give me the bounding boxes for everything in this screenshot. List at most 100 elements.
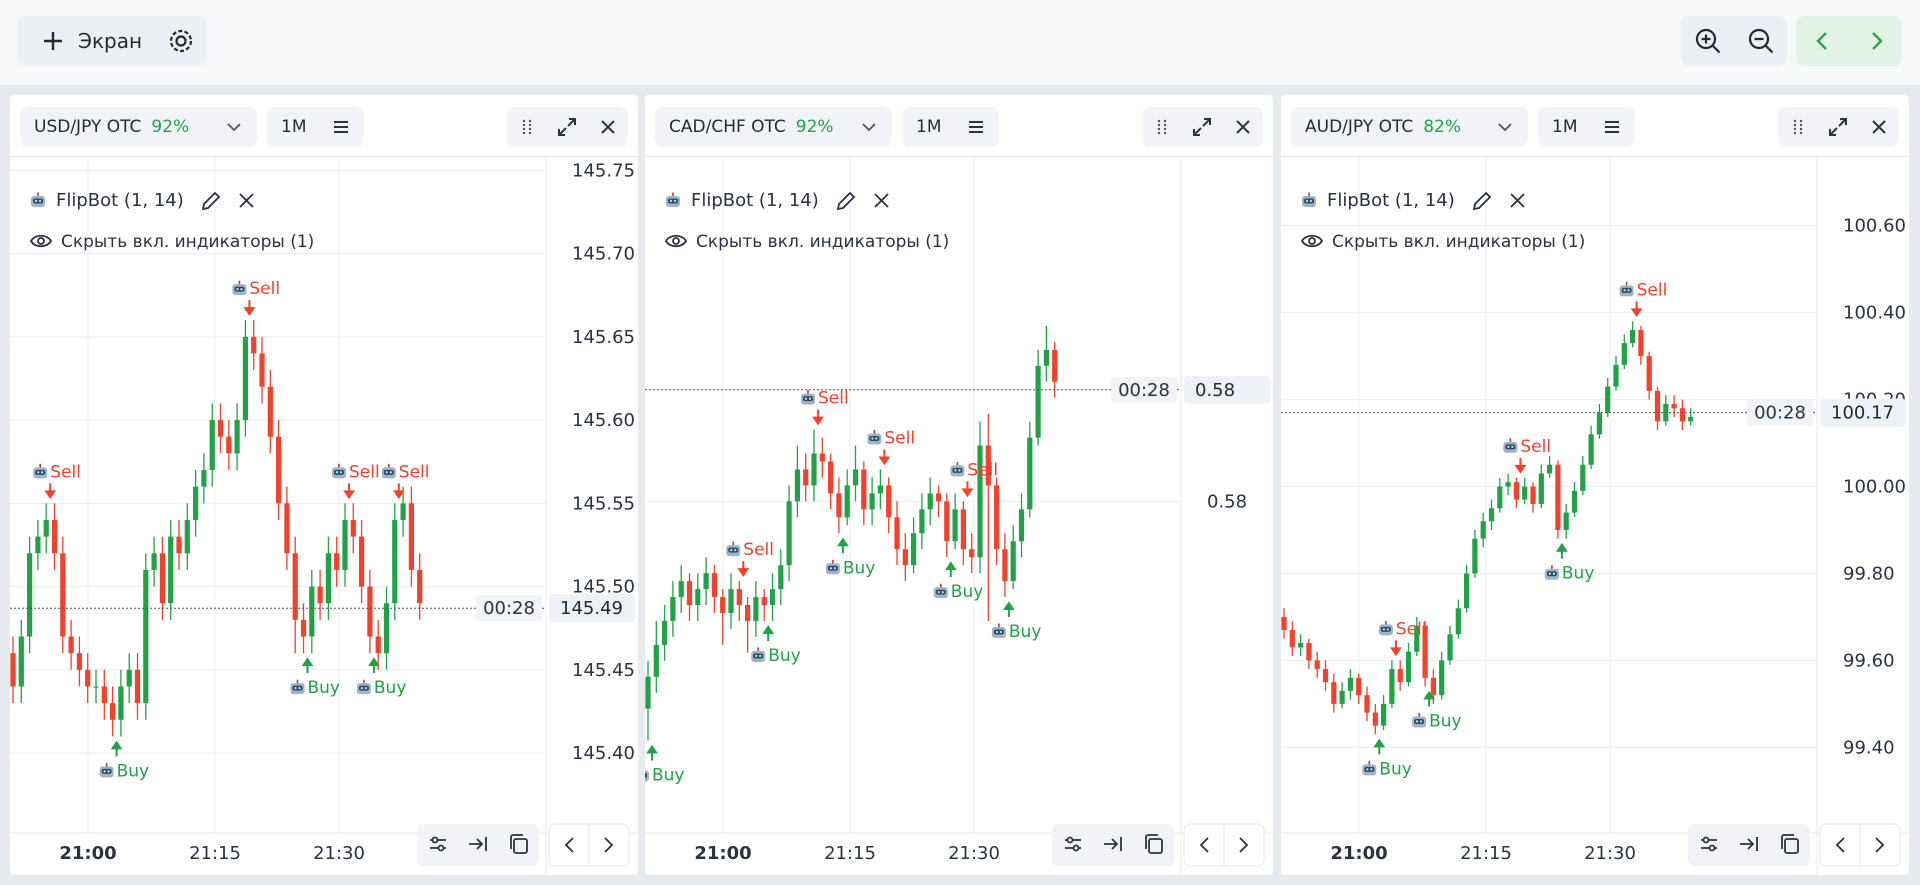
signal-arrow (1003, 601, 1015, 618)
robot-icon (381, 463, 396, 479)
candle-body (1455, 608, 1461, 635)
robot-icon (356, 679, 371, 695)
eye-icon[interactable] (1300, 234, 1324, 248)
pair-select[interactable]: USD/JPY OTC 92% (20, 107, 257, 147)
buy-signal: Buy (1412, 690, 1462, 731)
hide-indicators[interactable]: Скрыть вкл. индикаторы (1) (696, 232, 949, 252)
plus-icon[interactable] (38, 26, 68, 56)
next-button[interactable] (1861, 26, 1891, 56)
hide-indicators[interactable]: Скрыть вкл. индикаторы (1) (1332, 232, 1585, 252)
chevron[interactable] (223, 116, 245, 138)
menu-icon[interactable] (1601, 116, 1623, 138)
robot-icon (933, 583, 948, 599)
eye-icon[interactable] (664, 234, 688, 248)
x-tick-label: 21:30 (1584, 843, 1636, 864)
icon-part (1472, 191, 1492, 211)
drag-handle[interactable] (1787, 116, 1809, 138)
icon-part (33, 198, 43, 204)
expand-icon[interactable] (1190, 115, 1214, 139)
x-tick-label: 21:00 (1330, 843, 1387, 864)
hide-indicators[interactable]: Скрыть вкл. индикаторы (1) (61, 232, 314, 252)
chart-prev[interactable] (1199, 837, 1209, 853)
chevron[interactable] (1494, 116, 1516, 138)
copy-button[interactable] (510, 834, 528, 854)
signal-arrow (762, 625, 775, 641)
icon-part (1793, 123, 1797, 127)
screen-button[interactable]: Экран (78, 29, 143, 53)
chart-next[interactable] (1875, 837, 1885, 853)
indicators-button[interactable] (1701, 836, 1717, 852)
timer-box (1747, 399, 1813, 426)
icon-part (1799, 123, 1803, 127)
price-label-box (549, 594, 635, 623)
close-icon[interactable] (1232, 116, 1254, 138)
close-icon[interactable] (1868, 116, 1890, 138)
icon-part (363, 679, 365, 684)
scroll-end-button[interactable] (1104, 837, 1122, 851)
y-tick-label: 0.58 (1207, 491, 1247, 512)
chart: 99.4099.6099.80100.00100.20100.40100.602… (1281, 157, 1909, 875)
icon-part (664, 234, 688, 248)
chart-next[interactable] (604, 837, 614, 853)
candle-body (276, 436, 282, 504)
sell-signal: Sell (867, 428, 915, 466)
expand-icon[interactable] (1826, 115, 1850, 139)
scroll-end-button[interactable] (1740, 837, 1758, 851)
icon-part (935, 589, 946, 595)
remove-indicator[interactable] (239, 193, 254, 208)
indicators-button[interactable] (430, 836, 446, 852)
candle-body (944, 501, 950, 542)
remove-indicator[interactable] (874, 193, 889, 208)
icon-part (298, 686, 301, 690)
chevron[interactable] (858, 116, 880, 138)
candle-body (400, 503, 406, 520)
candle-body (1613, 364, 1619, 387)
expand-icon[interactable] (555, 115, 579, 139)
zoom-in[interactable] (1693, 26, 1723, 56)
eye-icon[interactable] (29, 234, 53, 248)
robot-icon (332, 463, 346, 479)
drag-handle[interactable] (516, 116, 538, 138)
candle-body (1505, 482, 1511, 487)
icon-part (1305, 199, 1309, 203)
copy-button[interactable] (1145, 834, 1163, 854)
candle-body (259, 353, 265, 387)
timeframe[interactable]: 1M (902, 107, 999, 147)
candle-body (35, 536, 41, 554)
icon-part (558, 118, 577, 136)
edit-indicator[interactable] (1472, 191, 1492, 211)
pair-select[interactable]: CAD/CHF OTC 92% (655, 107, 892, 147)
prev-button[interactable] (1808, 26, 1838, 56)
copy-button[interactable] (1781, 834, 1799, 854)
close-icon[interactable] (597, 116, 619, 138)
indicators-button[interactable] (1065, 836, 1081, 852)
edit-indicator[interactable] (836, 191, 856, 211)
scroll-end-button[interactable] (469, 837, 487, 851)
settings-icon[interactable] (166, 26, 196, 56)
candle-body (977, 445, 983, 558)
chart-prev[interactable] (1835, 837, 1845, 853)
edit-indicator[interactable] (201, 191, 221, 211)
candle-body (251, 336, 257, 354)
candle-body (1314, 660, 1320, 670)
chart-next[interactable] (1239, 837, 1249, 853)
menu-icon[interactable] (965, 116, 987, 138)
zoom-out[interactable] (1746, 26, 1776, 56)
header-divider (10, 156, 638, 157)
drag-handle[interactable] (1151, 116, 1173, 138)
indicator-name: FlipBot (1, 14) (56, 190, 184, 211)
icon-part (827, 565, 838, 571)
sell-signal: Sell (1378, 619, 1427, 657)
icon-part (999, 630, 1003, 634)
candle-body (101, 686, 107, 704)
remove-indicator[interactable] (1510, 193, 1525, 208)
nav-controls (1796, 16, 1902, 66)
timeframe[interactable]: 1M (267, 107, 364, 147)
chart-prev[interactable] (564, 837, 574, 853)
timeframe[interactable]: 1M (1538, 107, 1635, 147)
menu-icon[interactable] (330, 116, 352, 138)
icon-part (240, 287, 243, 291)
icon-part (1157, 119, 1161, 123)
signal-arrow (343, 483, 355, 500)
pair-select[interactable]: AUD/JPY OTC 82% (1291, 107, 1528, 147)
